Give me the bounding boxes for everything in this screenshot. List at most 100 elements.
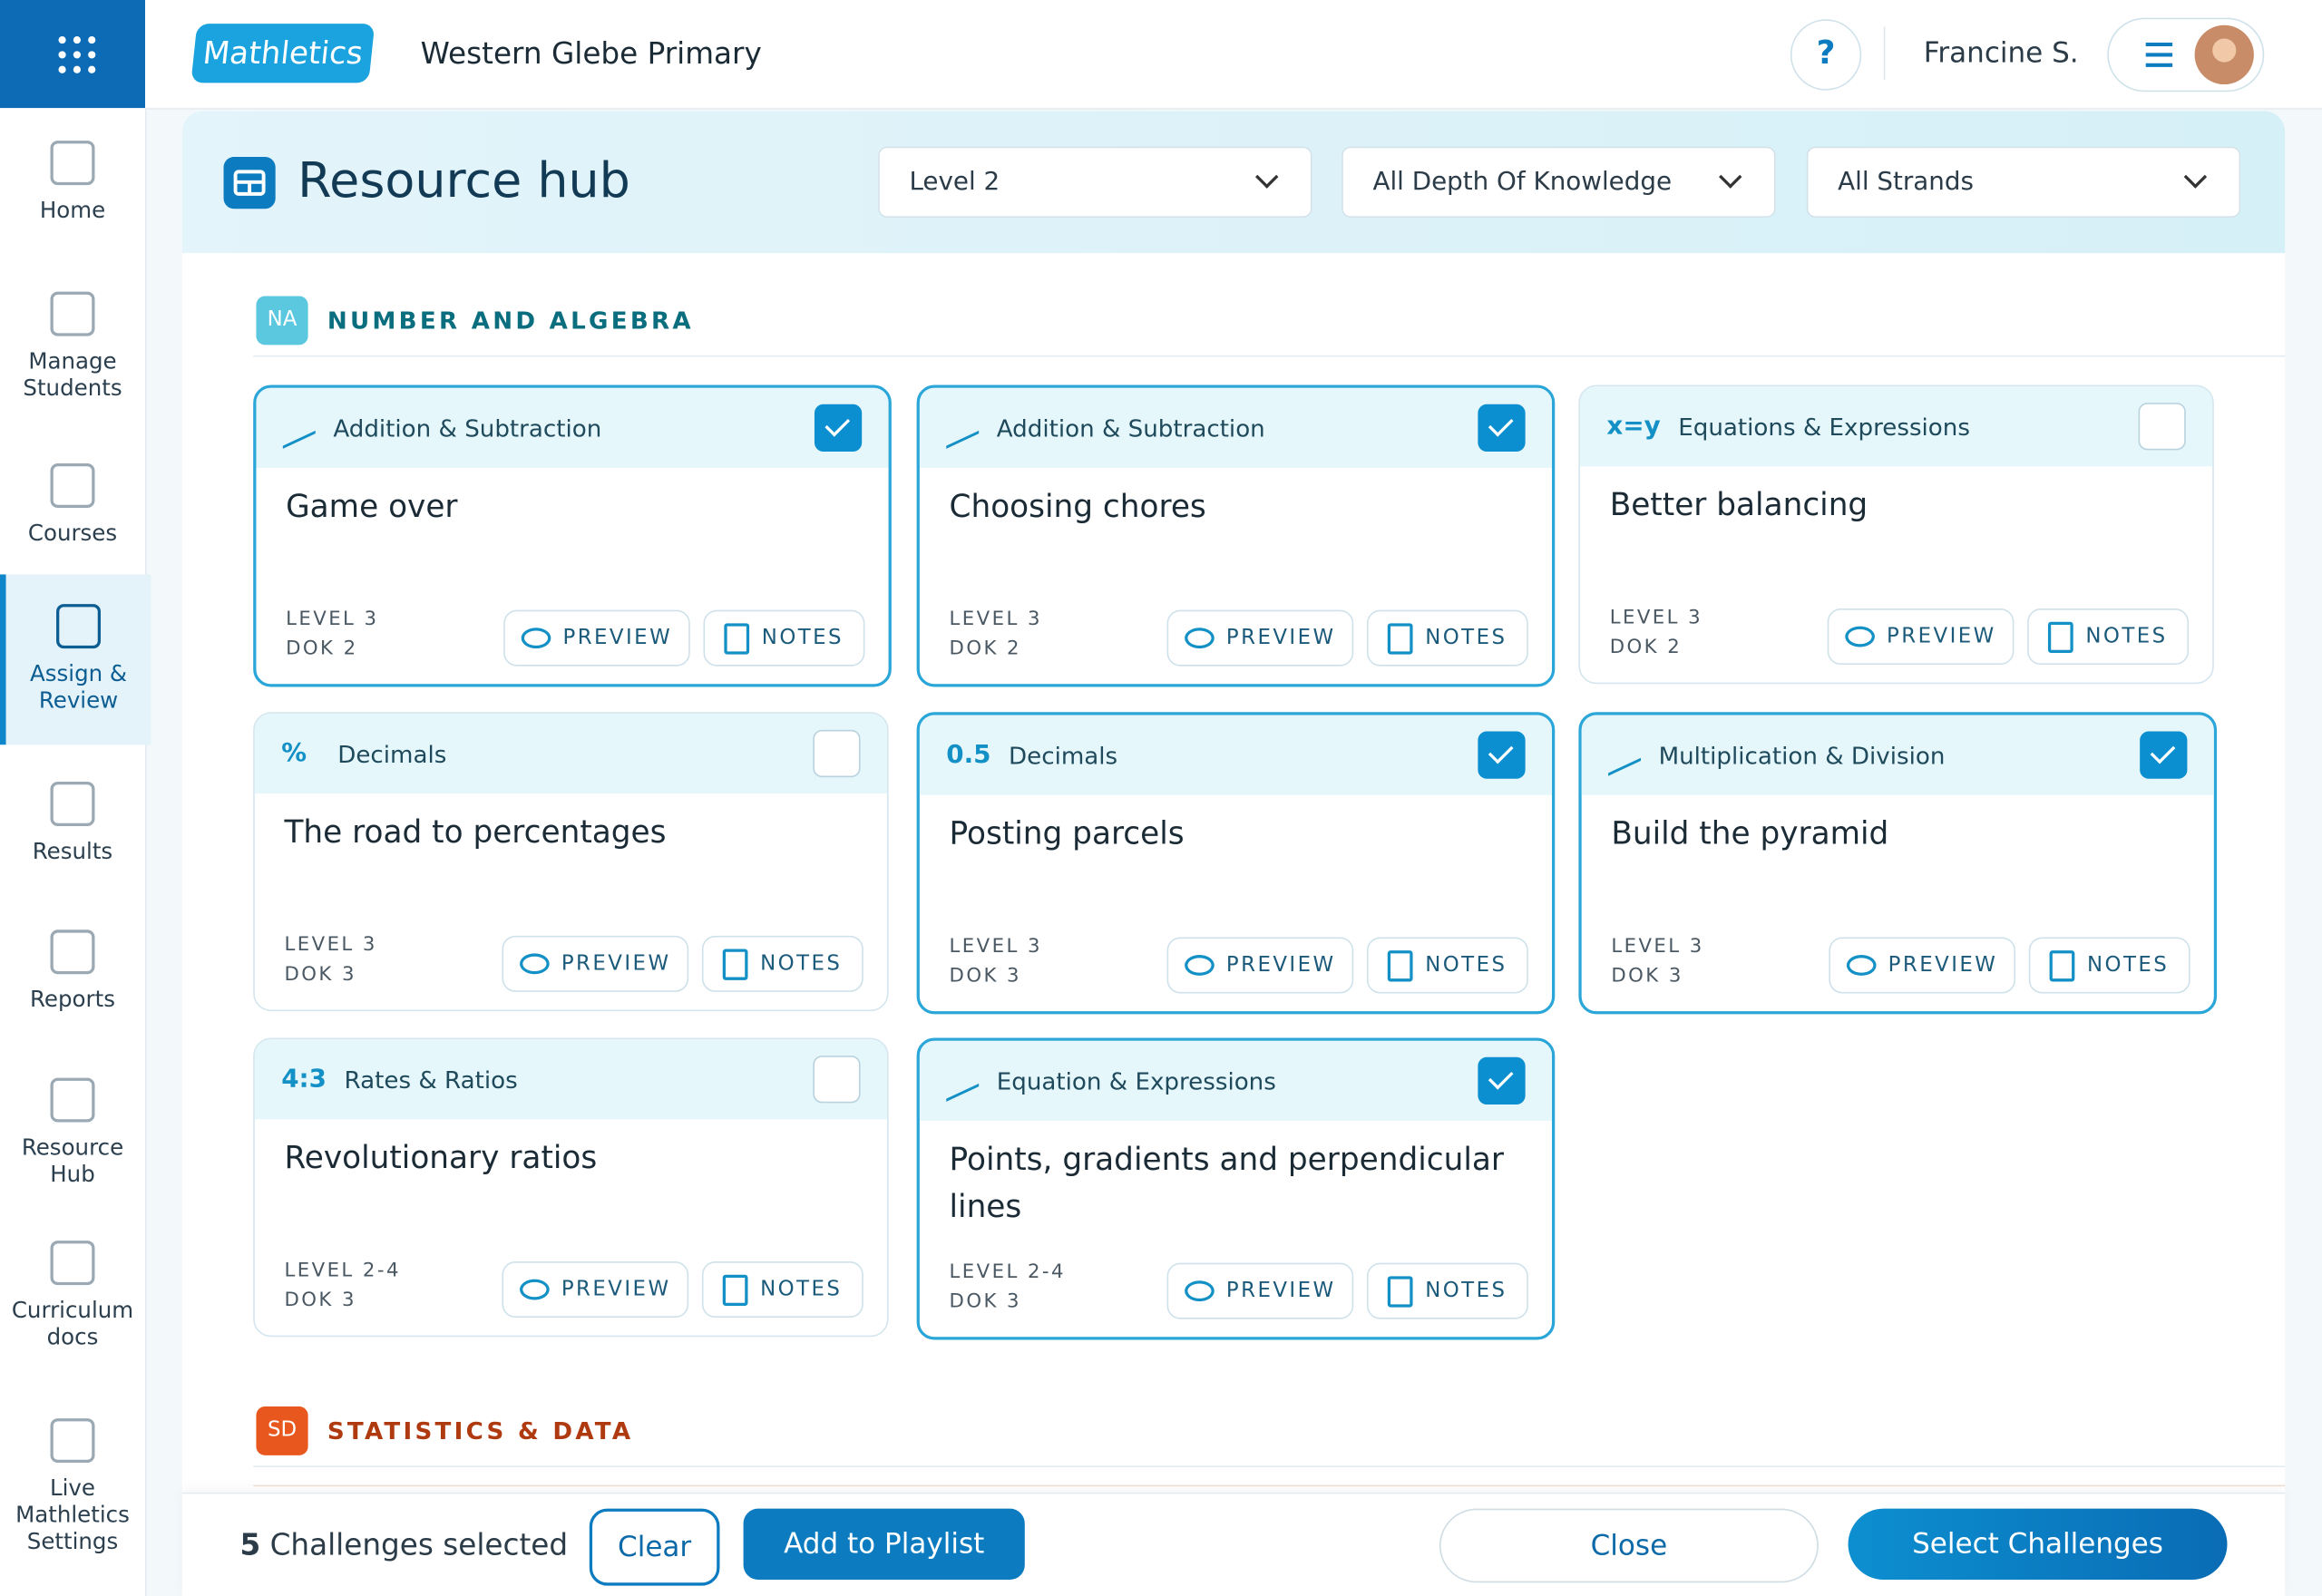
button-icon <box>520 953 550 975</box>
sidebar-icon <box>50 141 95 186</box>
sidebar-item[interactable]: Live Mathletics Settings <box>0 1418 145 1596</box>
notes-button[interactable]: NOTES <box>701 1261 863 1319</box>
notes-button[interactable]: NOTES <box>703 609 865 667</box>
challenge-card[interactable]: Multiplication & Division Build the pyram… <box>1578 712 2218 1015</box>
challenge-card[interactable]: Equation & Expressions Points, gradients … <box>916 1037 1556 1340</box>
button-label: NOTES <box>760 1277 843 1302</box>
preview-button[interactable]: PREVIEW <box>502 935 689 992</box>
button-label: PREVIEW <box>562 626 673 650</box>
button-label: PREVIEW <box>1225 626 1336 650</box>
challenge-card[interactable]: x=y Equations & Expressions Better balanci… <box>1578 384 2214 685</box>
logo[interactable]: Mathletics <box>190 24 376 83</box>
sidebar-icon <box>50 291 95 336</box>
sidebar-item[interactable]: Reports <box>0 929 145 1077</box>
sidebar-item[interactable]: Assign & Review <box>0 574 151 745</box>
sidebar-icon <box>50 1241 95 1286</box>
button-label: NOTES <box>760 951 843 976</box>
topic-label: Decimals <box>1009 741 1118 770</box>
button-label: PREVIEW <box>561 951 671 976</box>
select-challenges-button[interactable]: Select Challenges <box>1848 1508 2228 1581</box>
card-header: Addition & Subtraction <box>256 387 889 468</box>
help-button[interactable]: ? <box>1790 19 1862 91</box>
page-icon <box>223 157 276 209</box>
dok-label: DOK 2 <box>286 637 358 661</box>
notes-button[interactable]: NOTES <box>2027 608 2190 666</box>
card-header: Addition & Subtraction <box>919 387 1553 468</box>
preview-button[interactable]: PREVIEW <box>503 609 690 667</box>
sidebar-item[interactable]: Results <box>0 782 145 929</box>
level-label: LEVEL 3 <box>1609 607 1703 629</box>
dok-label: DOK 3 <box>949 965 1021 988</box>
topic-label: Addition & Subtraction <box>333 414 602 443</box>
sidebar-item[interactable]: Courses <box>0 463 145 597</box>
button-icon <box>1185 955 1215 976</box>
card-header: Equation & Expressions <box>919 1040 1553 1121</box>
sidebar-label: Live Mathletics Settings <box>15 1474 130 1555</box>
filter-dropdown[interactable]: All Strands <box>1806 146 2241 218</box>
challenge-card[interactable]: 0.5 Decimals Posting parcels LEVEL 3 DOK 3 PR… <box>916 712 1556 1015</box>
topic-icon: 0.5 <box>946 740 991 770</box>
topic-label: Equations & Expressions <box>1678 412 1970 441</box>
challenge-card[interactable]: 4:3 Rates & Ratios Revolutionary ratios LEV… <box>253 1037 889 1338</box>
notes-button[interactable]: NOTES <box>1366 1262 1528 1319</box>
clear-button[interactable]: Clear <box>589 1508 720 1586</box>
user-name: Francine S. <box>1923 36 2079 70</box>
add-playlist-button[interactable]: Add to Playlist <box>743 1508 1025 1581</box>
dok-label: DOK 3 <box>284 963 356 987</box>
select-checkbox[interactable] <box>1478 731 1526 779</box>
select-checkbox[interactable] <box>2138 403 2186 451</box>
button-icon <box>1846 955 1877 976</box>
notes-button[interactable]: NOTES <box>701 935 863 992</box>
select-checkbox[interactable] <box>813 1056 861 1104</box>
menu-button[interactable] <box>2107 17 2265 92</box>
preview-button[interactable]: PREVIEW <box>502 1261 689 1319</box>
select-checkbox[interactable] <box>814 404 863 452</box>
chevron <box>1719 165 1742 189</box>
notes-button[interactable]: NOTES <box>2028 937 2190 994</box>
filter-dropdown[interactable]: Level 2 <box>878 146 1312 218</box>
next-section-cards <box>253 1484 2286 1494</box>
chevron <box>1255 165 1279 189</box>
divider <box>1883 26 1886 81</box>
challenge-card[interactable]: Addition & Subtraction Choosing chores LEV… <box>916 384 1556 687</box>
preview-button[interactable]: PREVIEW <box>1166 609 1354 667</box>
sidebar-item[interactable]: Curriculum docs <box>0 1241 145 1418</box>
check-mark <box>2150 738 2176 764</box>
notes-button[interactable]: NOTES <box>1366 609 1528 667</box>
select-checkbox[interactable] <box>2140 731 2188 779</box>
preview-button[interactable]: PREVIEW <box>1829 937 2016 994</box>
level-label: LEVEL 3 <box>949 935 1042 959</box>
topic-icon <box>1608 734 1641 776</box>
challenge-card[interactable]: % Decimals The road to percentages LEVEL 3 D… <box>253 712 889 1012</box>
button-label: PREVIEW <box>561 1277 671 1302</box>
sidebar-item[interactable]: Resource Hub <box>0 1077 145 1241</box>
filter-label: Level 2 <box>909 167 1000 198</box>
preview-button[interactable]: PREVIEW <box>1166 937 1354 994</box>
level-label: LEVEL 2-4 <box>284 1260 401 1282</box>
card-meta: LEVEL 3 DOK 2 <box>950 606 1042 665</box>
card-header: Multiplication & Division <box>1581 715 2214 795</box>
select-checkbox[interactable] <box>1478 1056 1526 1105</box>
filter-dropdown[interactable]: All Depth Of Knowledge <box>1341 146 1776 218</box>
sidebar-item[interactable]: Home <box>0 141 145 288</box>
card-meta: LEVEL 3 DOK 3 <box>1611 933 1703 992</box>
button-icon <box>1388 622 1414 654</box>
challenge-card[interactable]: Addition & Subtraction Game over LEVEL 3 DO… <box>253 384 892 687</box>
button-icon <box>2048 620 2074 653</box>
select-checkbox[interactable] <box>1478 404 1526 452</box>
button-icon <box>1845 626 1875 647</box>
sidebar-item[interactable]: Manage Students <box>0 291 145 455</box>
preview-button[interactable]: PREVIEW <box>1827 608 2015 666</box>
preview-button[interactable]: PREVIEW <box>1166 1262 1354 1319</box>
notes-button[interactable]: NOTES <box>1366 937 1528 994</box>
chevron <box>2183 165 2208 189</box>
dok-label: DOK 3 <box>949 1290 1021 1314</box>
close-button[interactable]: Close <box>1439 1508 1819 1583</box>
level-label: LEVEL 3 <box>284 934 377 957</box>
sidebar-icon <box>50 1418 95 1464</box>
apps-button[interactable] <box>0 0 145 109</box>
select-checkbox[interactable] <box>813 729 861 778</box>
sidebar-label: Results <box>32 838 113 865</box>
topic-icon: % <box>281 738 307 769</box>
button-icon <box>2050 949 2075 981</box>
